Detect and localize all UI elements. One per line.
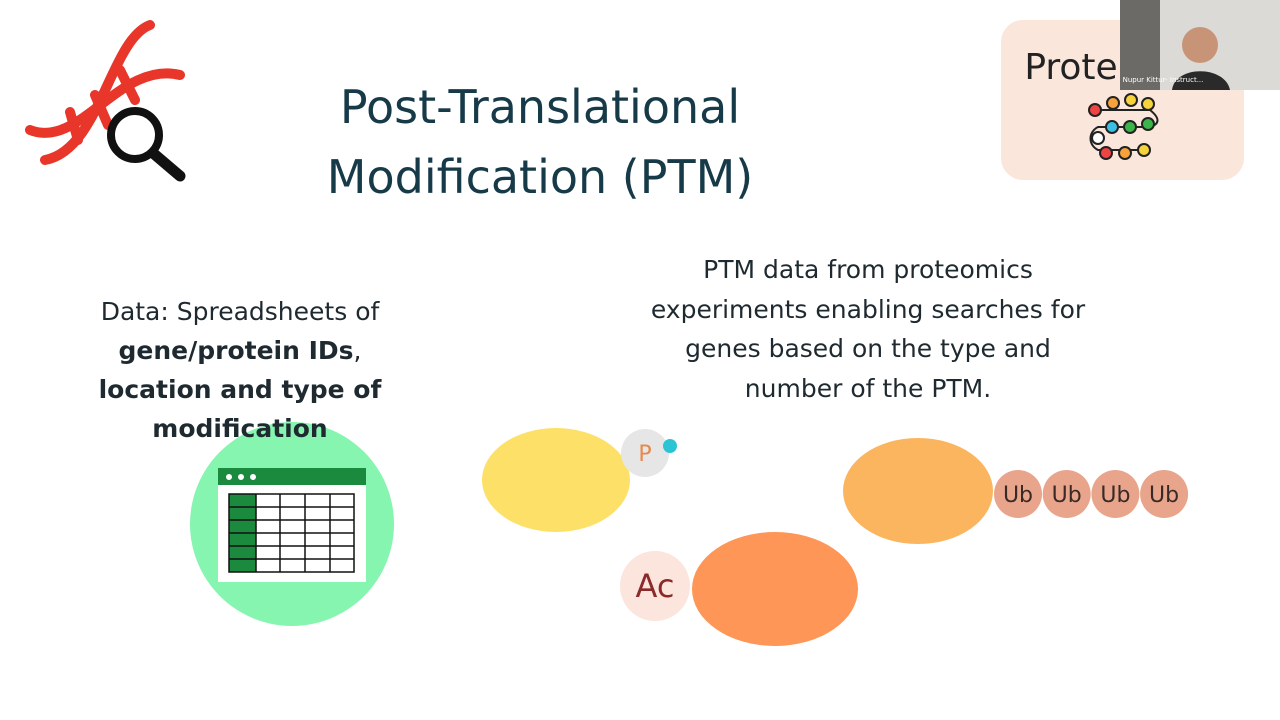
- title-line: Post-Translational: [339, 80, 741, 134]
- video-name: Nupur Kittur- Instruct...: [1123, 76, 1204, 84]
- bold-text: location and type of modification: [98, 375, 382, 443]
- ubiquitin: [1042, 470, 1091, 518]
- ubiquitin: [1140, 470, 1189, 518]
- magnifier-icon: [107, 107, 186, 182]
- ac-label: Ac: [636, 567, 675, 605]
- text-line: PTM data from proteomics: [703, 255, 1033, 284]
- card-text: Prote: [1024, 47, 1117, 88]
- phospho: [621, 429, 669, 477]
- ub-label: Ub: [1149, 483, 1179, 508]
- left-text: Data: Spreadsheets of gene/protein IDs, …: [10, 292, 470, 448]
- person: [1182, 27, 1218, 63]
- p-label: P: [638, 442, 651, 467]
- dna-icon: [25, 20, 185, 165]
- title-line: Modification (PTM): [326, 150, 754, 204]
- text-line: genes based on the type and: [685, 334, 1051, 363]
- text-line: number of the PTM.: [744, 373, 992, 403]
- bold-text: gene/protein IDs: [118, 336, 354, 365]
- ubiquitin: [994, 470, 1042, 518]
- protein-chain-icon: [1088, 93, 1159, 160]
- text-line: Data: Spreadsheets of: [100, 297, 380, 326]
- text: ,: [353, 336, 362, 365]
- ub-label: Ub: [1052, 483, 1082, 508]
- title: Post-Translational Modification (PTM): [240, 72, 840, 212]
- video-bg: [1160, 0, 1280, 90]
- protein: [482, 428, 630, 532]
- ub-label: Ub: [1100, 483, 1130, 508]
- protein: [692, 532, 858, 646]
- ubiquitin-group: Ub Ub Ub Ub: [994, 470, 1189, 518]
- protein: [843, 438, 993, 544]
- ub-label: Ub: [1003, 483, 1033, 508]
- sheet-header: [218, 468, 366, 485]
- sheet-grid: [228, 493, 355, 573]
- acetyl: [620, 551, 690, 621]
- ubiquitin: [1091, 470, 1140, 518]
- text-line: experiments enabling searches for: [650, 294, 1086, 324]
- person-body: [1172, 71, 1230, 90]
- right-text: PTM data from proteomics experiments ena…: [618, 250, 1118, 408]
